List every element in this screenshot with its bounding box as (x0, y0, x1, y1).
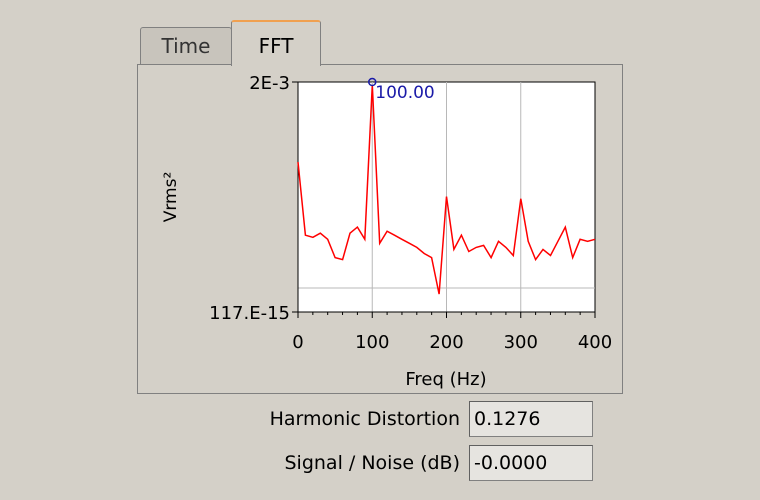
fft-chart: 0 100 200 300 400 117.E-15 2E-3 100.00 Freq (… (161, 73, 612, 390)
y-tick-label: 2E-3 (249, 73, 290, 94)
y-ticks: 117.E-15 2E-3 (209, 73, 298, 324)
x-tick-label: 100 (355, 332, 389, 353)
harmonic-distortion-value: 0.1276 (469, 401, 593, 437)
x-tick-label: 300 (504, 332, 538, 353)
cursor-marker (368, 77, 377, 87)
fft-series-line (297, 84, 596, 295)
x-tick-label: 400 (578, 332, 612, 353)
tab-time[interactable]: Time (140, 27, 232, 64)
cursor-label: 100.00 (375, 83, 434, 103)
signal-noise-value: -0.0000 (469, 445, 593, 481)
tab-fft[interactable]: FFT (231, 20, 321, 66)
harmonic-distortion-label: Harmonic Distortion (269, 408, 460, 430)
y-tick-label: 117.E-15 (209, 303, 290, 324)
x-tick-label: 200 (429, 332, 463, 353)
tab-time-label: Time (161, 34, 211, 58)
y-axis-title: Vrms² (161, 172, 181, 223)
x-axis-title: Freq (Hz) (405, 369, 486, 390)
x-tick-label: 0 (292, 332, 303, 353)
x-ticks: 0 100 200 300 400 (292, 312, 612, 353)
fft-panel (137, 64, 623, 394)
tab-fft-label: FFT (258, 34, 294, 58)
signal-noise-label: Signal / Noise (dB) (284, 452, 460, 474)
